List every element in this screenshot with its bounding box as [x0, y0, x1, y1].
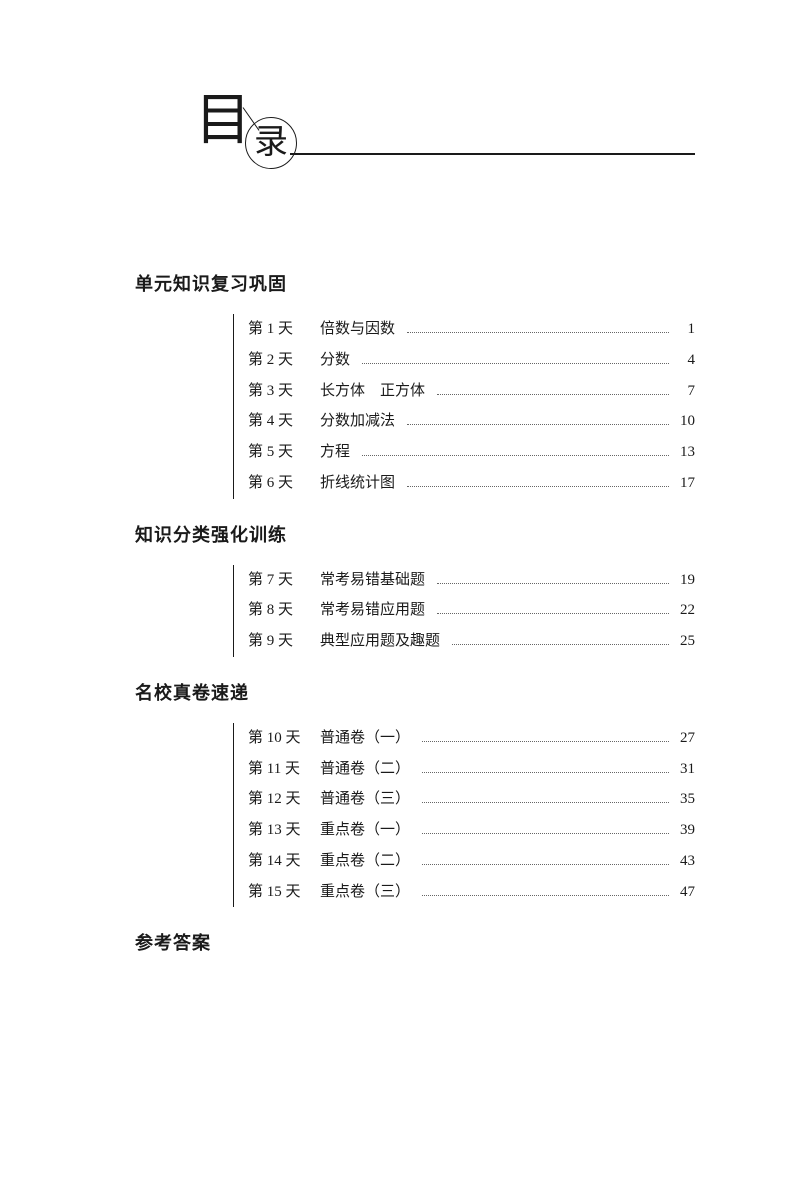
- leader-dots: [362, 455, 669, 456]
- day-label: 第 15 天: [248, 877, 320, 908]
- toc-row: 第 12 天 普通卷（三） 35: [248, 784, 695, 815]
- page-number: 17: [673, 468, 695, 499]
- day-label: 第 4 天: [248, 406, 320, 437]
- toc-row: 第 10 天 普通卷（一） 27: [248, 723, 695, 754]
- page-number: 4: [673, 345, 695, 376]
- page-number: 10: [673, 406, 695, 437]
- item-title: 普通卷（三）: [320, 784, 418, 815]
- page-number: 7: [673, 376, 695, 407]
- toc-row: 第 7 天 常考易错基础题 19: [248, 565, 695, 596]
- item-title: 普通卷（一）: [320, 723, 418, 754]
- day-label: 第 11 天: [248, 754, 320, 785]
- item-title: 折线统计图: [320, 468, 403, 499]
- item-title: 常考易错基础题: [320, 565, 433, 596]
- toc-header: 目 录: [195, 75, 695, 175]
- day-label: 第 5 天: [248, 437, 320, 468]
- day-label: 第 2 天: [248, 345, 320, 376]
- day-label: 第 8 天: [248, 595, 320, 626]
- answers-section-title: 参考答案: [135, 929, 695, 955]
- toc-row: 第 15 天 重点卷（三） 47: [248, 877, 695, 908]
- header-char-mu: 目: [195, 75, 251, 156]
- item-title: 常考易错应用题: [320, 595, 433, 626]
- leader-dots: [437, 394, 669, 395]
- toc-row: 第 2 天 分数 4: [248, 345, 695, 376]
- leader-dots: [407, 424, 669, 425]
- toc-row: 第 13 天 重点卷（一） 39: [248, 815, 695, 846]
- item-title: 重点卷（三）: [320, 877, 418, 908]
- toc-row: 第 5 天 方程 13: [248, 437, 695, 468]
- item-title: 长方体 正方体: [320, 376, 433, 407]
- section-title: 名校真卷速递: [135, 679, 695, 705]
- page-number: 22: [673, 595, 695, 626]
- item-title: 倍数与因数: [320, 314, 403, 345]
- toc-row: 第 14 天 重点卷（二） 43: [248, 846, 695, 877]
- toc-row: 第 4 天 分数加减法 10: [248, 406, 695, 437]
- day-label: 第 14 天: [248, 846, 320, 877]
- header-char-lu: 录: [254, 126, 288, 160]
- day-label: 第 13 天: [248, 815, 320, 846]
- toc-row: 第 1 天 倍数与因数 1: [248, 314, 695, 345]
- leader-dots: [437, 583, 669, 584]
- section-items: 第 1 天 倍数与因数 1 第 2 天 分数 4 第 3 天 长方体 正方体 7…: [233, 314, 695, 499]
- day-label: 第 10 天: [248, 723, 320, 754]
- day-label: 第 1 天: [248, 314, 320, 345]
- page-number: 39: [673, 815, 695, 846]
- section-title: 知识分类强化训练: [135, 521, 695, 547]
- header-circle: 录: [245, 117, 297, 169]
- page-number: 25: [673, 626, 695, 657]
- item-title: 分数加减法: [320, 406, 403, 437]
- leader-dots: [422, 864, 669, 865]
- page-number: 31: [673, 754, 695, 785]
- page-number: 19: [673, 565, 695, 596]
- page-number: 27: [673, 723, 695, 754]
- page-number: 47: [673, 877, 695, 908]
- leader-dots: [422, 741, 669, 742]
- toc-row: 第 9 天 典型应用题及趣题 25: [248, 626, 695, 657]
- page-number: 43: [673, 846, 695, 877]
- leader-dots: [422, 772, 669, 773]
- leader-dots: [422, 895, 669, 896]
- item-title: 重点卷（一）: [320, 815, 418, 846]
- leader-dots: [362, 363, 669, 364]
- day-label: 第 3 天: [248, 376, 320, 407]
- day-label: 第 12 天: [248, 784, 320, 815]
- page-number: 1: [673, 314, 695, 345]
- toc-content: 单元知识复习巩固 第 1 天 倍数与因数 1 第 2 天 分数 4 第 3 天 …: [135, 270, 695, 955]
- day-label: 第 9 天: [248, 626, 320, 657]
- toc-row: 第 6 天 折线统计图 17: [248, 468, 695, 499]
- leader-dots: [452, 644, 669, 645]
- item-title: 典型应用题及趣题: [320, 626, 448, 657]
- item-title: 普通卷（二）: [320, 754, 418, 785]
- page-number: 35: [673, 784, 695, 815]
- leader-dots: [422, 833, 669, 834]
- page-number: 13: [673, 437, 695, 468]
- toc-row: 第 11 天 普通卷（二） 31: [248, 754, 695, 785]
- toc-row: 第 3 天 长方体 正方体 7: [248, 376, 695, 407]
- leader-dots: [422, 802, 669, 803]
- item-title: 方程: [320, 437, 358, 468]
- section-items: 第 7 天 常考易错基础题 19 第 8 天 常考易错应用题 22 第 9 天 …: [233, 565, 695, 657]
- leader-dots: [407, 486, 669, 487]
- item-title: 分数: [320, 345, 358, 376]
- section-title: 单元知识复习巩固: [135, 270, 695, 296]
- leader-dots: [437, 613, 669, 614]
- toc-row: 第 8 天 常考易错应用题 22: [248, 595, 695, 626]
- item-title: 重点卷（二）: [320, 846, 418, 877]
- section-items: 第 10 天 普通卷（一） 27 第 11 天 普通卷（二） 31 第 12 天…: [233, 723, 695, 908]
- day-label: 第 7 天: [248, 565, 320, 596]
- leader-dots: [407, 332, 669, 333]
- day-label: 第 6 天: [248, 468, 320, 499]
- header-horizontal-rule: [290, 153, 695, 155]
